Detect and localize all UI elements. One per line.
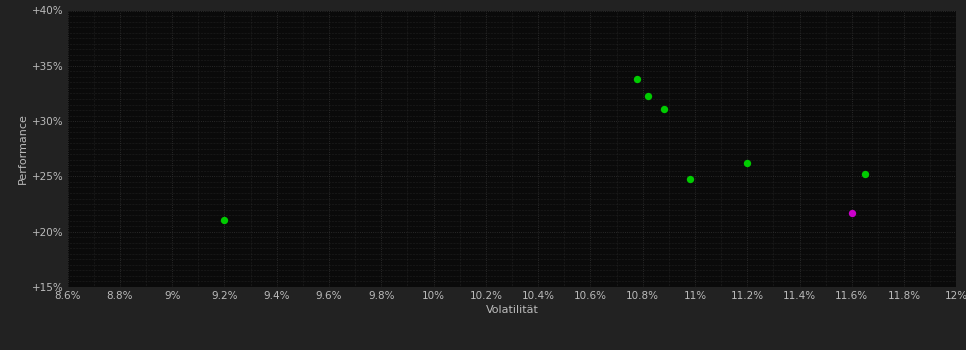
Point <box>844 210 860 216</box>
Point <box>630 76 645 82</box>
Point <box>682 176 697 181</box>
Point <box>857 172 872 177</box>
Point <box>640 93 656 98</box>
X-axis label: Volatilität: Volatilität <box>486 305 538 315</box>
Point <box>740 160 755 166</box>
Y-axis label: Performance: Performance <box>17 113 28 184</box>
Point <box>216 217 232 222</box>
Point <box>656 106 671 112</box>
